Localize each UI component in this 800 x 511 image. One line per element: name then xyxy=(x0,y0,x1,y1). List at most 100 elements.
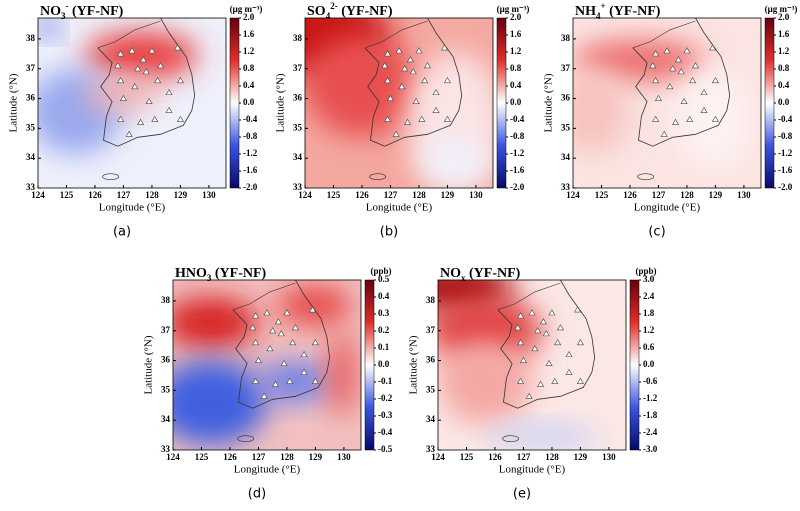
x-tick-label: 124 xyxy=(566,190,580,200)
colorbar-tick-label: -1.2 xyxy=(643,393,658,403)
station xyxy=(711,115,719,122)
map-panel: 124 125 126 127 128 129 130 33 34 35 36 37 38 Longitu… xyxy=(143,266,393,501)
title-part: (YF-NF) xyxy=(466,266,521,281)
x-tick-label: 125 xyxy=(60,190,74,200)
station xyxy=(117,115,125,122)
station xyxy=(652,115,660,122)
y-tick-label: 35 xyxy=(26,122,36,132)
station xyxy=(432,106,440,113)
station xyxy=(300,350,308,358)
panel-label: (b) xyxy=(380,225,398,240)
colorbar-tick-label: -0.4 xyxy=(243,114,258,124)
colorbar-tick-label: -0.1 xyxy=(378,376,393,386)
field xyxy=(38,18,226,188)
x-tick-label: 128 xyxy=(545,452,559,462)
title-part: (YF-NF) xyxy=(338,4,393,19)
coastline xyxy=(232,280,331,409)
map-panel: 124 125 126 127 128 129 130 33 34 35 36 37 38 Longitu… xyxy=(8,1,263,239)
panel-title: NOx (YF-NF) xyxy=(440,266,521,283)
field-blob xyxy=(485,424,598,449)
colorbar-tick-label: 2.4 xyxy=(643,291,655,301)
station xyxy=(539,318,547,325)
station xyxy=(517,377,525,384)
border xyxy=(632,20,696,49)
station xyxy=(300,368,308,375)
station xyxy=(663,47,671,54)
station xyxy=(252,312,260,319)
panel-label: (c) xyxy=(648,225,665,240)
x-tick-label: 127 xyxy=(517,452,531,462)
station xyxy=(384,115,392,122)
title-part: NO xyxy=(40,4,61,19)
y-tick-label: 36 xyxy=(161,355,171,365)
colorbar-tick-label: -1.8 xyxy=(643,410,658,420)
title-part: HNO xyxy=(175,266,207,281)
y-axis-label: Latitude (°N) xyxy=(8,73,20,132)
station xyxy=(404,118,412,125)
y-tick-label: 35 xyxy=(161,384,171,394)
station xyxy=(289,339,297,346)
station xyxy=(652,50,660,57)
y-axis-label: Latitude (°N) xyxy=(143,335,155,394)
y-axis-label: Latitude (°N) xyxy=(408,335,420,394)
station xyxy=(280,359,288,367)
station xyxy=(565,368,573,375)
colorbar-tick-label: 2.0 xyxy=(243,12,255,22)
station xyxy=(117,77,125,84)
field-blob xyxy=(173,359,267,445)
station xyxy=(709,44,717,51)
x-tick-label: 129 xyxy=(709,190,723,200)
x-axis-label: Longitude (°E) xyxy=(366,202,433,214)
colorbar-tick-label: -2.0 xyxy=(510,182,525,192)
colorbar-units: (μg m⁻³) xyxy=(230,4,263,14)
x-tick-label: 126 xyxy=(488,452,502,462)
x-tick-label: 130 xyxy=(602,452,616,462)
title-part: NO xyxy=(440,266,461,281)
station xyxy=(137,118,145,125)
y-tick-label: 34 xyxy=(161,414,171,424)
station xyxy=(272,380,280,387)
y-tick-label: 37 xyxy=(161,325,171,335)
station xyxy=(415,47,423,54)
x-tick-label: 128 xyxy=(412,190,426,200)
x-axis-label: Longitude (°E) xyxy=(234,464,301,476)
x-tick-label: 126 xyxy=(88,190,102,200)
station xyxy=(252,339,260,346)
map-frame xyxy=(437,279,627,451)
station xyxy=(266,344,274,352)
x-tick-label: 129 xyxy=(441,190,455,200)
y-tick-label: 33 xyxy=(26,182,36,192)
y-tick-label: 38 xyxy=(293,33,303,43)
station xyxy=(443,115,451,122)
jeju xyxy=(102,173,119,181)
colorbar-tick-label: -0.8 xyxy=(778,131,793,141)
colorbar-tick-label: 0.8 xyxy=(243,63,255,73)
colorbar-tick-label: 1.6 xyxy=(243,29,255,39)
colorbar-tick-label: 0.5 xyxy=(378,274,390,284)
station xyxy=(423,62,432,69)
border xyxy=(364,20,428,49)
panel-title: SO42- (YF-NF) xyxy=(307,1,393,21)
jeju xyxy=(502,435,519,443)
x-tick-label: 124 xyxy=(31,190,45,200)
field-blob xyxy=(85,77,161,112)
colorbar-tick-label: -1.2 xyxy=(243,148,258,158)
station xyxy=(134,65,142,72)
station xyxy=(165,88,173,96)
map-frame xyxy=(37,17,227,189)
panel-title: NO3- (YF-NF) xyxy=(40,1,124,21)
map-frame xyxy=(572,17,762,189)
y-tick-label: 38 xyxy=(26,33,36,43)
field-blob xyxy=(417,137,493,188)
station xyxy=(576,377,584,384)
colorbar-tick-label: -0.8 xyxy=(510,131,525,141)
colorbar-tick-label: 0.1 xyxy=(378,342,390,352)
field-blob xyxy=(84,31,198,80)
y-tick-label: 33 xyxy=(161,444,171,454)
colorbar-tick-label: 1.2 xyxy=(778,46,790,56)
field-blob xyxy=(38,18,59,37)
colorbar-tick-label: 1.6 xyxy=(510,29,522,39)
station xyxy=(660,130,668,137)
field-blob xyxy=(257,361,333,403)
